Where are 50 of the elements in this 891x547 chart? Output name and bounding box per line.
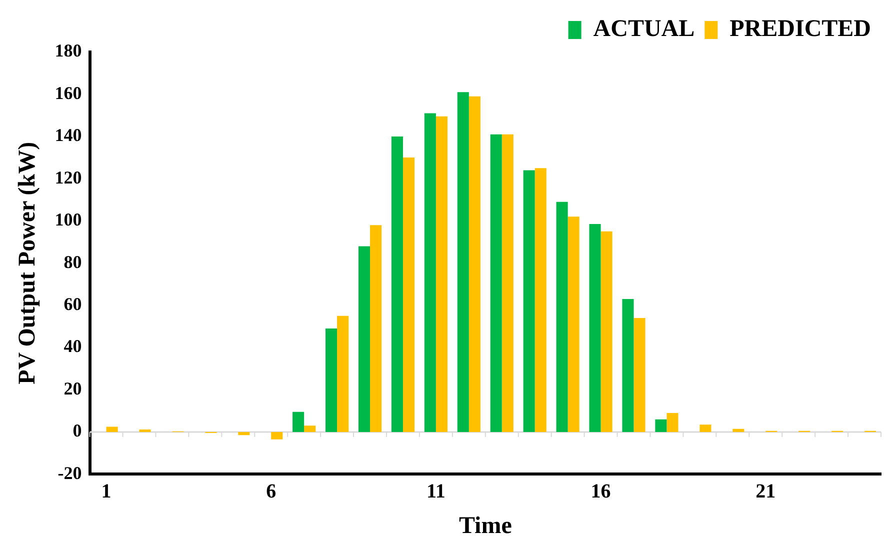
y-axis-title: PV Output Power (kW)	[14, 142, 41, 384]
y-tick-label: 160	[54, 82, 82, 103]
bar	[490, 134, 502, 432]
x-tick-label: 6	[266, 480, 276, 502]
legend-label: ACTUAL	[593, 16, 695, 42]
bar	[666, 412, 678, 432]
y-tick-label: 120	[54, 167, 82, 188]
y-tick-label: 180	[54, 40, 82, 61]
bar	[402, 158, 415, 432]
bar	[457, 92, 469, 432]
bar	[556, 202, 568, 432]
bar	[304, 426, 316, 432]
bar	[424, 113, 436, 432]
bar	[534, 168, 546, 432]
bar	[634, 318, 646, 432]
y-tick-label: 0	[72, 420, 82, 441]
bar	[271, 432, 283, 440]
bar	[568, 216, 580, 432]
bar	[589, 224, 601, 432]
bar	[700, 424, 712, 432]
y-tick-label: 140	[54, 125, 82, 146]
bar	[600, 231, 612, 432]
bar	[523, 170, 535, 432]
y-tick-label: 40	[64, 336, 82, 356]
legend-label: PREDICTED	[730, 16, 872, 42]
bar	[337, 316, 349, 432]
bar	[238, 432, 250, 436]
bar	[502, 134, 514, 432]
bar	[370, 225, 382, 432]
bar	[622, 298, 634, 432]
x-tick-label: 11	[426, 480, 446, 502]
y-tick-label: 80	[64, 252, 82, 272]
bar	[391, 136, 403, 432]
bar	[655, 419, 667, 432]
x-axis-title: Time	[458, 512, 512, 539]
bar	[732, 428, 744, 432]
bar	[436, 116, 448, 432]
y-tick-label: 100	[54, 210, 82, 230]
bar	[139, 429, 151, 432]
x-tick-label: 21	[756, 480, 776, 502]
x-tick-label: 16	[590, 480, 611, 502]
y-tick-label: 20	[64, 378, 82, 398]
x-tick-label: 1	[101, 480, 112, 502]
bar	[468, 96, 480, 432]
bar	[326, 328, 338, 432]
y-tick-label: -20	[58, 462, 82, 483]
bar	[292, 412, 304, 432]
bar	[358, 246, 370, 432]
bar	[106, 426, 118, 432]
y-tick-label: 60	[64, 294, 82, 314]
